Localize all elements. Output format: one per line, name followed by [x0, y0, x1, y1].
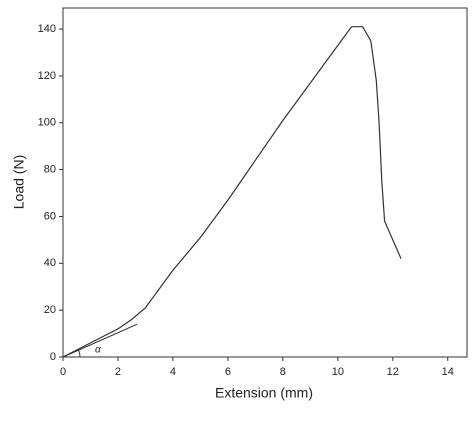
x-tick-label: 0: [60, 366, 66, 378]
x-axis-title: Extension (mm): [215, 385, 313, 401]
angle-label: α: [95, 345, 101, 356]
tangent-line: [62, 323, 138, 358]
x-tick-label: 6: [225, 366, 231, 378]
x-tick-label: 12: [387, 366, 399, 378]
y-tick-label: 100: [38, 117, 56, 129]
y-tick-label: 60: [44, 210, 56, 222]
data-line: [62, 26, 402, 358]
plot-frame: [62, 7, 468, 358]
y-axis-title: Load (N): [11, 155, 27, 209]
y-tick-label: 0: [50, 351, 56, 363]
x-tick-label: 8: [280, 366, 286, 378]
x-tick-label: 2: [115, 366, 121, 378]
x-tick-label: 14: [442, 366, 454, 378]
angle-arc: [78, 349, 81, 358]
y-tick-label: 80: [44, 164, 56, 176]
y-tick-label: 120: [38, 70, 56, 82]
x-tick-label: 10: [332, 366, 344, 378]
y-tick-label: 20: [44, 304, 56, 316]
y-tick-label: 40: [44, 257, 56, 269]
y-tick-label: 140: [38, 23, 56, 35]
x-tick-label: 4: [170, 366, 176, 378]
